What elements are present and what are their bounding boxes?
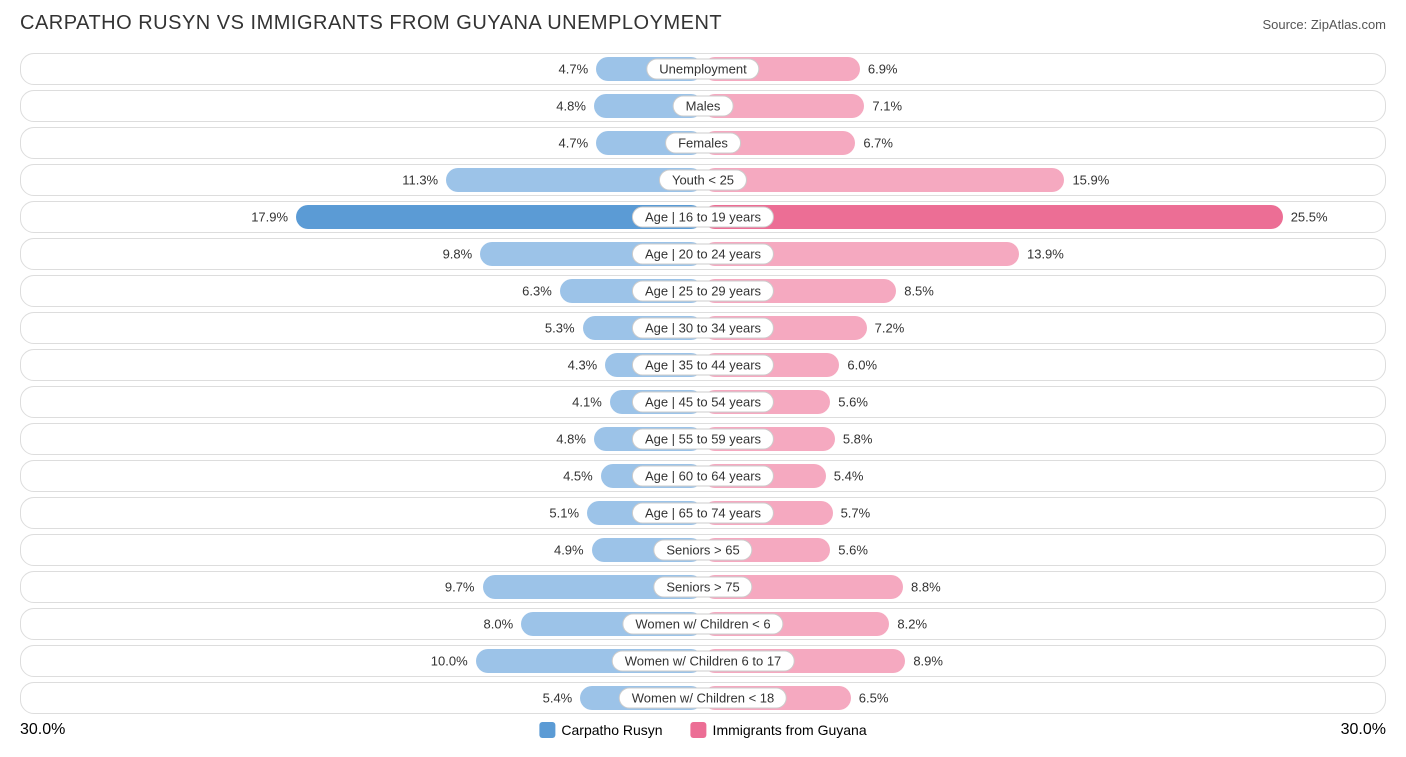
value-label-right: 5.6% bbox=[838, 543, 868, 558]
value-label-left: 9.7% bbox=[445, 580, 475, 595]
chart-row: 4.5% 5.4% Age | 60 to 64 years bbox=[20, 460, 1386, 492]
value-label-right: 7.1% bbox=[872, 99, 902, 114]
chart-row: 4.8% 7.1% Males bbox=[20, 90, 1386, 122]
chart-row: 5.1% 5.7% Age | 65 to 74 years bbox=[20, 497, 1386, 529]
category-label: Unemployment bbox=[646, 59, 759, 80]
chart-row: 8.0% 8.2% Women w/ Children < 6 bbox=[20, 608, 1386, 640]
value-label-left: 4.7% bbox=[559, 136, 589, 151]
value-label-left: 4.5% bbox=[563, 469, 593, 484]
value-label-right: 6.0% bbox=[847, 358, 877, 373]
value-label-right: 5.4% bbox=[834, 469, 864, 484]
category-label: Age | 20 to 24 years bbox=[632, 244, 774, 265]
category-label: Age | 65 to 74 years bbox=[632, 503, 774, 524]
chart-row: 4.7% 6.9% Unemployment bbox=[20, 53, 1386, 85]
category-label: Seniors > 65 bbox=[653, 540, 752, 561]
chart-row: 5.3% 7.2% Age | 30 to 34 years bbox=[20, 312, 1386, 344]
chart-row: 4.7% 6.7% Females bbox=[20, 127, 1386, 159]
category-label: Age | 55 to 59 years bbox=[632, 429, 774, 450]
category-label: Age | 25 to 29 years bbox=[632, 281, 774, 302]
category-label: Women w/ Children 6 to 17 bbox=[612, 651, 795, 672]
value-label-right: 15.9% bbox=[1072, 173, 1109, 188]
category-label: Age | 45 to 54 years bbox=[632, 392, 774, 413]
category-label: Age | 35 to 44 years bbox=[632, 355, 774, 376]
value-label-left: 4.9% bbox=[554, 543, 584, 558]
chart-title: CARPATHO RUSYN VS IMMIGRANTS FROM GUYANA… bbox=[20, 12, 722, 35]
value-label-left: 4.8% bbox=[556, 99, 586, 114]
value-label-left: 11.3% bbox=[402, 173, 438, 188]
value-label-left: 10.0% bbox=[431, 654, 468, 669]
legend-label-right: Immigrants from Guyana bbox=[713, 722, 867, 738]
diverging-bar-chart: 4.7% 6.9% Unemployment 4.8% 7.1% Males 4.7% 6.7… bbox=[20, 53, 1386, 714]
value-label-right: 5.8% bbox=[843, 432, 873, 447]
legend-item-right: Immigrants from Guyana bbox=[691, 722, 867, 738]
value-label-right: 6.9% bbox=[868, 62, 898, 77]
category-label: Age | 60 to 64 years bbox=[632, 466, 774, 487]
category-label: Youth < 25 bbox=[659, 170, 747, 191]
category-label: Females bbox=[665, 133, 741, 154]
value-label-right: 7.2% bbox=[875, 321, 905, 336]
legend-label-left: Carpatho Rusyn bbox=[561, 722, 662, 738]
value-label-right: 6.7% bbox=[863, 136, 893, 151]
value-label-left: 17.9% bbox=[251, 210, 288, 225]
value-label-right: 8.8% bbox=[911, 580, 941, 595]
chart-row: 9.7% 8.8% Seniors > 75 bbox=[20, 571, 1386, 603]
value-label-left: 6.3% bbox=[522, 284, 552, 299]
category-label: Age | 16 to 19 years bbox=[632, 207, 774, 228]
category-label: Women w/ Children < 18 bbox=[619, 688, 787, 709]
bar-right bbox=[703, 168, 1064, 192]
category-label: Males bbox=[673, 96, 734, 117]
value-label-right: 25.5% bbox=[1291, 210, 1328, 225]
chart-row: 6.3% 8.5% Age | 25 to 29 years bbox=[20, 275, 1386, 307]
value-label-left: 4.3% bbox=[568, 358, 598, 373]
bar-right bbox=[703, 205, 1283, 229]
axis-max-left: 30.0% bbox=[20, 721, 65, 739]
chart-row: 4.8% 5.8% Age | 55 to 59 years bbox=[20, 423, 1386, 455]
value-label-right: 13.9% bbox=[1027, 247, 1064, 262]
value-label-left: 4.7% bbox=[559, 62, 589, 77]
category-label: Age | 30 to 34 years bbox=[632, 318, 774, 339]
chart-legend: Carpatho Rusyn Immigrants from Guyana bbox=[539, 722, 866, 738]
legend-swatch-right bbox=[691, 722, 707, 738]
value-label-left: 8.0% bbox=[484, 617, 514, 632]
value-label-left: 4.8% bbox=[556, 432, 586, 447]
value-label-left: 4.1% bbox=[572, 395, 602, 410]
legend-swatch-left bbox=[539, 722, 555, 738]
chart-footer: 30.0% Carpatho Rusyn Immigrants from Guy… bbox=[20, 719, 1386, 741]
value-label-left: 9.8% bbox=[443, 247, 473, 262]
value-label-right: 8.2% bbox=[897, 617, 927, 632]
chart-source: Source: ZipAtlas.com bbox=[1262, 17, 1386, 32]
chart-row: 4.9% 5.6% Seniors > 65 bbox=[20, 534, 1386, 566]
chart-row: 17.9% 25.5% Age | 16 to 19 years bbox=[20, 201, 1386, 233]
value-label-right: 8.9% bbox=[913, 654, 943, 669]
value-label-left: 5.4% bbox=[543, 691, 573, 706]
chart-row: 5.4% 6.5% Women w/ Children < 18 bbox=[20, 682, 1386, 714]
chart-row: 9.8% 13.9% Age | 20 to 24 years bbox=[20, 238, 1386, 270]
axis-max-right: 30.0% bbox=[1341, 721, 1386, 739]
chart-row: 4.1% 5.6% Age | 45 to 54 years bbox=[20, 386, 1386, 418]
category-label: Seniors > 75 bbox=[653, 577, 752, 598]
value-label-right: 5.7% bbox=[841, 506, 871, 521]
category-label: Women w/ Children < 6 bbox=[622, 614, 783, 635]
chart-row: 11.3% 15.9% Youth < 25 bbox=[20, 164, 1386, 196]
chart-row: 10.0% 8.9% Women w/ Children 6 to 17 bbox=[20, 645, 1386, 677]
chart-row: 4.3% 6.0% Age | 35 to 44 years bbox=[20, 349, 1386, 381]
value-label-left: 5.1% bbox=[549, 506, 579, 521]
value-label-left: 5.3% bbox=[545, 321, 575, 336]
value-label-right: 8.5% bbox=[904, 284, 934, 299]
value-label-right: 6.5% bbox=[859, 691, 889, 706]
chart-header: CARPATHO RUSYN VS IMMIGRANTS FROM GUYANA… bbox=[20, 12, 1386, 35]
value-label-right: 5.6% bbox=[838, 395, 868, 410]
legend-item-left: Carpatho Rusyn bbox=[539, 722, 662, 738]
